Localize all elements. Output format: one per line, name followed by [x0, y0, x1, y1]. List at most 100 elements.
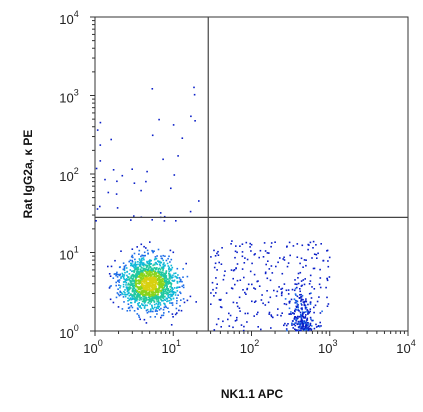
data-point [280, 292, 283, 295]
data-point [293, 289, 296, 292]
data-point [305, 314, 307, 316]
data-point [303, 311, 305, 314]
data-point [131, 262, 133, 265]
data-point [145, 180, 147, 183]
data-point [150, 279, 152, 281]
data-point [157, 298, 160, 300]
data-point [148, 297, 151, 299]
data-point [158, 272, 161, 274]
data-point [138, 258, 141, 260]
data-point [143, 274, 146, 277]
data-point [149, 282, 151, 284]
data-point [296, 295, 299, 298]
data-point [295, 294, 297, 296]
data-point [153, 275, 155, 278]
data-point [131, 248, 134, 250]
data-point [230, 287, 233, 289]
data-point [165, 270, 168, 273]
data-point [144, 280, 147, 283]
data-point [152, 278, 154, 281]
data-point [304, 328, 307, 331]
data-point [139, 295, 141, 297]
data-point [159, 296, 162, 298]
data-point [270, 327, 272, 329]
data-point [156, 263, 159, 266]
data-point [110, 265, 113, 268]
data-point [158, 267, 161, 270]
data-point [277, 308, 279, 310]
data-point [306, 327, 309, 329]
data-point [155, 291, 157, 294]
data-point [115, 296, 118, 299]
data-point [268, 252, 270, 254]
data-point [165, 291, 168, 293]
data-point [182, 276, 184, 278]
data-point [121, 174, 124, 177]
data-point [313, 311, 315, 314]
data-point [319, 286, 322, 289]
data-point [182, 284, 185, 286]
data-point [151, 219, 153, 221]
data-point [180, 279, 182, 281]
data-point [280, 314, 282, 317]
data-point [148, 310, 150, 313]
data-point [130, 264, 133, 266]
data-point [155, 280, 158, 282]
data-point [175, 307, 178, 310]
data-point [253, 287, 255, 289]
data-point [249, 246, 251, 248]
data-point [164, 285, 166, 287]
data-point [141, 300, 144, 303]
data-point [162, 254, 164, 257]
data-point [275, 295, 278, 297]
data-point [281, 287, 284, 290]
data-point [171, 291, 174, 293]
data-point [154, 283, 157, 285]
data-point [138, 302, 140, 304]
data-point [193, 86, 195, 89]
data-point [288, 300, 291, 303]
data-point [138, 314, 140, 317]
x-tick-label: 101 [162, 338, 181, 356]
data-point [303, 317, 306, 319]
data-point [264, 250, 267, 252]
data-point [159, 260, 161, 263]
data-point [158, 287, 161, 290]
data-point [164, 299, 167, 301]
data-point [297, 317, 299, 320]
data-point [142, 283, 144, 285]
data-point [134, 297, 137, 299]
data-point [140, 291, 143, 294]
data-point [178, 277, 181, 279]
data-point [137, 268, 140, 270]
data-point [143, 318, 146, 321]
data-point [162, 268, 164, 270]
data-point [144, 301, 147, 303]
data-point [315, 323, 317, 326]
data-point [139, 306, 141, 308]
data-point [129, 259, 132, 262]
data-point [156, 267, 158, 269]
data-point [318, 325, 321, 328]
data-point [95, 220, 97, 222]
data-point [151, 276, 154, 278]
data-point [321, 310, 323, 313]
data-point [168, 270, 171, 273]
data-point [130, 287, 132, 289]
data-point [156, 291, 158, 293]
data-point [117, 306, 120, 308]
data-point [168, 291, 171, 294]
data-point [161, 280, 164, 283]
data-point [165, 279, 168, 282]
data-point [121, 272, 124, 275]
data-point [147, 262, 149, 264]
data-point [135, 284, 138, 287]
data-point [307, 323, 309, 325]
data-point [150, 299, 153, 302]
data-point [156, 255, 158, 257]
data-point [123, 290, 125, 293]
data-point [296, 318, 298, 321]
data-point [149, 295, 152, 297]
data-point [127, 307, 130, 309]
data-point [146, 265, 149, 268]
